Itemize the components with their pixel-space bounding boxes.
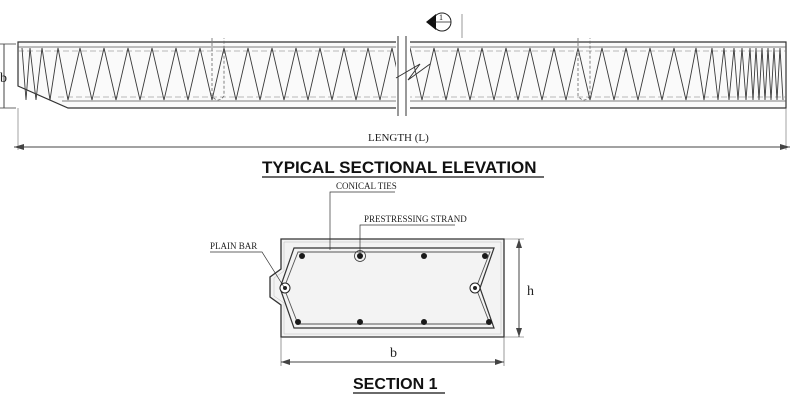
b-arrow-left: [281, 359, 290, 365]
plain-bar-right-core: [473, 286, 477, 290]
section-marker: 1: [426, 12, 463, 38]
length-arrow-left: [14, 144, 24, 150]
b-label: b: [390, 346, 397, 361]
section-inner-outline: [273, 241, 502, 335]
leader-conical-ties: [329, 191, 395, 250]
b-arrow-right: [495, 359, 504, 365]
lifting-loop-right: [577, 38, 591, 101]
length-arrow-right: [780, 144, 790, 150]
elevation-b-label: b: [0, 71, 7, 86]
leader-prestressing-strand: [359, 224, 455, 254]
strand-top-2: [357, 253, 363, 259]
strand-bottom-3: [421, 319, 427, 325]
elevation-title: TYPICAL SECTIONAL ELEVATION: [262, 158, 537, 177]
strand-top-3: [421, 253, 427, 259]
label-conical-ties: CONICAL TIES: [336, 181, 397, 191]
section-title: SECTION 1: [353, 376, 438, 393]
strand-bottom-4: [486, 319, 492, 325]
zigzag-ties-left: [21, 47, 398, 101]
beam-outline-left: [17, 41, 399, 109]
zigzag-ties-right: [409, 47, 784, 101]
label-prestressing-strand: PRESTRESSING STRAND: [364, 214, 467, 224]
h-label: h: [527, 284, 534, 299]
section-marker-number: 1: [439, 13, 443, 22]
label-plain-bar: PLAIN BAR: [210, 241, 257, 251]
h-arrow-bottom: [516, 328, 522, 337]
length-label: LENGTH (L): [368, 132, 429, 144]
break-zigzag-symbol: [395, 63, 431, 81]
leader-plain-bar: [210, 251, 285, 288]
strand-top-1: [299, 253, 305, 259]
lifting-loop-left: [211, 38, 225, 101]
sectional-elevation: b 1: [0, 12, 790, 178]
section-concrete-outline: [269, 238, 505, 338]
strand-bottom-2: [357, 319, 363, 325]
strand-top-4: [482, 253, 488, 259]
cross-section: CONICAL TIES PRESTRESSING STRAND PLAIN B…: [210, 181, 534, 394]
strand-bottom-1: [295, 319, 301, 325]
h-arrow-top: [516, 239, 522, 248]
